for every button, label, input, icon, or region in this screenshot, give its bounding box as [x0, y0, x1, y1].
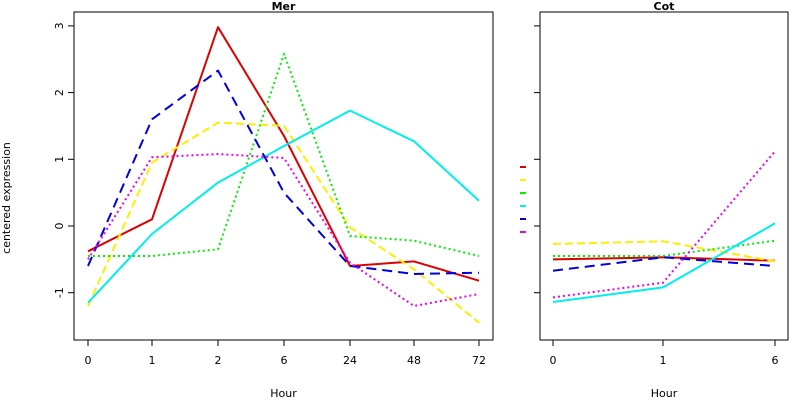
panel-mer-x-tick-label: 72 [472, 354, 486, 367]
panel-mer-series-lines [87, 26, 480, 324]
panel-cot-title: Cot [654, 0, 675, 13]
panel-mer-y-tick-label: -1 [53, 287, 66, 298]
panel-mer-x-tick-label: 2 [215, 354, 222, 367]
panel-mer-y-tick-label: 3 [53, 22, 66, 29]
panel-mer-x-tick-label: 1 [149, 354, 156, 367]
panel-mer-x-axis-title: Hour [270, 387, 297, 400]
panel-mer-series-2-line [87, 121, 480, 324]
panel-cot-series-5-line [552, 256, 776, 272]
panel-mer-x-tick-label: 24 [343, 354, 357, 367]
panel-cot-series-4-line [552, 222, 776, 303]
panel-mer-x-axis: 0 1 2 6 24 48 72 [85, 340, 486, 367]
y-axis-title: centered expression [0, 142, 13, 254]
panel-cot-x-axis: 0 1 6 [550, 340, 779, 367]
panel-mer-x-tick-label: 48 [407, 354, 421, 367]
panel-mer-y-tick-label: 0 [53, 223, 66, 230]
panel-mer-y-tick-label: 2 [53, 89, 66, 96]
panel-mer-series-3-line [88, 52, 480, 257]
panel-cot-x-axis-title: Hour [651, 387, 678, 400]
panel-mer-series-5-line [87, 69, 480, 275]
panel-cot-frame [539, 11, 789, 341]
panel-cot-y-axis [534, 25, 540, 294]
panel-cot-x-tick-label: 0 [550, 354, 557, 367]
panel-mer-y-tick-label: 1 [53, 156, 66, 163]
panel-cot-series-2-line [552, 240, 776, 263]
panel-cot-x-tick-label: 6 [772, 354, 779, 367]
panel-cot-series-lines [552, 150, 776, 303]
panel-cot-x-tick-label: 1 [660, 354, 667, 367]
panel-mer-title: Mer [272, 0, 296, 13]
panel-cot: Cot 0 1 6 Hour [534, 0, 789, 400]
panel-cot-series-6-line [552, 150, 776, 299]
panel-mer-y-axis: -1 0 1 2 3 [53, 22, 74, 298]
panel-mer-series-6-line [87, 153, 480, 307]
panel-mer-frame [73, 11, 494, 341]
panel-mer-series-4-line [87, 109, 480, 304]
panel-mer-series-1-line [87, 26, 480, 282]
panel-mer-x-tick-label: 6 [281, 354, 288, 367]
legend [520, 166, 526, 233]
panel-mer-x-tick-label: 0 [85, 354, 92, 367]
panel-mer: Mer -1 0 1 2 3 0 1 2 6 24 48 72 Hour [53, 0, 494, 400]
panel-cot-series-1-line [552, 256, 776, 262]
